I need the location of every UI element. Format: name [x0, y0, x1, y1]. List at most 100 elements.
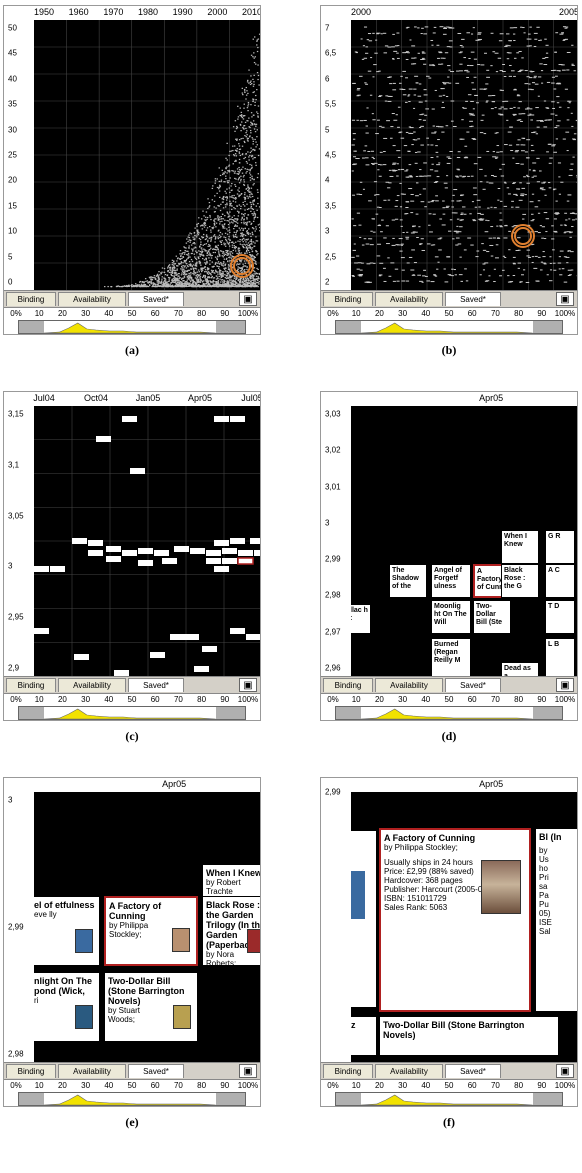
tab-binding[interactable]: Binding — [6, 292, 56, 306]
range-right-handle[interactable] — [532, 321, 562, 333]
window-view-icon[interactable]: ▣ — [556, 1064, 574, 1078]
data-item-block[interactable] — [230, 538, 245, 544]
tab-saved[interactable]: Saved* — [445, 678, 501, 692]
data-item-block[interactable] — [222, 548, 237, 554]
data-item-block[interactable] — [96, 436, 111, 442]
data-item-block[interactable] — [106, 556, 121, 562]
data-item-block[interactable] — [106, 546, 121, 552]
tab-availability[interactable]: Availability — [375, 292, 443, 306]
range-right-handle[interactable] — [215, 1093, 245, 1105]
data-item-block[interactable] — [250, 538, 260, 544]
card-left-partial[interactable] — [351, 830, 377, 1008]
data-item-block[interactable] — [202, 646, 217, 652]
tab-availability[interactable]: Availability — [58, 292, 126, 306]
data-item-block[interactable] — [246, 634, 260, 640]
tab-saved[interactable]: Saved* — [128, 1064, 184, 1078]
data-item-block[interactable] — [88, 550, 103, 556]
tab-saved[interactable]: Saved* — [128, 292, 184, 306]
data-item-block[interactable] — [222, 558, 237, 564]
book-card[interactable]: llac h : — [351, 604, 371, 634]
window-view-icon[interactable]: ▣ — [239, 1064, 257, 1078]
data-item-block[interactable] — [122, 550, 137, 556]
book-card[interactable]: Moonlig ht On The Will — [431, 600, 471, 634]
book-card[interactable]: Burned (Regan Reilly M — [431, 638, 471, 676]
data-item-block[interactable] — [230, 416, 245, 422]
data-item-block[interactable] — [254, 550, 260, 556]
window-view-icon[interactable]: ▣ — [239, 678, 257, 692]
book-detail-card[interactable]: A Factory of Cunning by Philippa Stockle… — [379, 828, 531, 1012]
data-item-block[interactable] — [214, 416, 229, 422]
tab-availability[interactable]: Availability — [375, 1064, 443, 1078]
data-item-block[interactable] — [74, 654, 89, 660]
book-card[interactable]: Two-Dollar Bill (Stone Barrington Novels… — [379, 1016, 559, 1056]
data-item-block[interactable] — [72, 538, 87, 544]
tab-availability[interactable]: Availability — [375, 678, 443, 692]
book-card[interactable]: Black Rose : the Garden Trilogy (In th G… — [202, 896, 260, 966]
range-right-handle[interactable] — [532, 707, 562, 719]
tab-saved[interactable]: Saved* — [128, 678, 184, 692]
data-item-block[interactable] — [174, 546, 189, 552]
range-left-handle[interactable] — [19, 707, 44, 719]
range-left-handle[interactable] — [336, 707, 361, 719]
book-card[interactable]: When I Knew — [501, 530, 539, 564]
data-item-block[interactable] — [184, 634, 199, 640]
tab-binding[interactable]: Binding — [6, 1064, 56, 1078]
data-item-block[interactable] — [122, 416, 137, 422]
tab-saved[interactable]: Saved* — [445, 1064, 501, 1078]
scatter-plot-area[interactable] — [34, 406, 260, 676]
data-item-block[interactable] — [214, 566, 229, 572]
book-card-partial[interactable]: z — [351, 1016, 377, 1056]
data-item-block[interactable] — [230, 628, 245, 634]
tab-binding[interactable]: Binding — [323, 1064, 373, 1078]
scatter-plot-area[interactable] — [34, 20, 260, 290]
tab-binding[interactable]: Binding — [323, 678, 373, 692]
book-card[interactable]: Angel of Forgetf ulness — [431, 564, 471, 598]
data-item-block[interactable] — [206, 558, 221, 564]
data-item-block[interactable] — [238, 550, 253, 556]
book-card[interactable]: The Shadow of the — [389, 564, 427, 598]
data-item-block[interactable] — [130, 468, 145, 474]
range-right-handle[interactable] — [532, 1093, 562, 1105]
range-right-handle[interactable] — [215, 707, 245, 719]
book-card[interactable]: nlight On The pond (Wick, ri — [34, 972, 100, 1042]
window-view-icon[interactable]: ▣ — [556, 678, 574, 692]
data-item-block[interactable] — [214, 540, 229, 546]
book-card[interactable]: Two-Dollar Bill (Ste — [473, 600, 511, 634]
data-item-block[interactable] — [34, 628, 49, 634]
data-item-block[interactable] — [114, 670, 129, 676]
window-view-icon[interactable]: ▣ — [556, 292, 574, 306]
card-plot-area[interactable]: A Factory of Cunning by Philippa Stockle… — [351, 792, 577, 1062]
book-card[interactable]: Dead as a — [501, 662, 539, 676]
data-item-block[interactable] — [150, 652, 165, 658]
range-slider-histogram[interactable] — [18, 320, 246, 334]
tab-binding[interactable]: Binding — [323, 292, 373, 306]
book-card[interactable]: Two-Dollar Bill (Stone Barrington Novels… — [104, 972, 198, 1042]
tab-availability[interactable]: Availability — [58, 1064, 126, 1078]
data-item-block[interactable] — [237, 557, 254, 565]
book-card[interactable]: T D — [545, 600, 575, 634]
range-left-handle[interactable] — [336, 1093, 361, 1105]
range-slider-histogram[interactable] — [335, 706, 563, 720]
data-item-block[interactable] — [50, 566, 65, 572]
tab-saved[interactable]: Saved* — [445, 292, 501, 306]
range-slider-histogram[interactable] — [335, 1092, 563, 1106]
range-left-handle[interactable] — [19, 321, 44, 333]
data-item-block[interactable] — [206, 550, 221, 556]
data-item-block[interactable] — [34, 566, 49, 572]
window-view-icon[interactable]: ▣ — [239, 292, 257, 306]
data-item-block[interactable] — [138, 560, 153, 566]
range-left-handle[interactable] — [19, 1093, 44, 1105]
data-item-block[interactable] — [162, 558, 177, 564]
card-plot-area[interactable]: When I Knew G R The Shadow of the Angel of … — [351, 406, 577, 676]
book-card[interactable]: el of etfulness eve lly — [34, 896, 100, 966]
book-card[interactable]: Black Rose : the G — [501, 564, 539, 598]
range-slider-histogram[interactable] — [18, 1092, 246, 1106]
book-card[interactable]: G R — [545, 530, 575, 564]
book-card[interactable]: A Factory of Cunning by Philippa Stockley… — [104, 896, 198, 966]
range-left-handle[interactable] — [336, 321, 361, 333]
book-card-partial[interactable]: Bl (In by Us ho Pri sa Pa Pu 05) ISE Sal — [535, 828, 577, 1012]
data-item-block[interactable] — [154, 550, 169, 556]
data-item-block[interactable] — [170, 634, 185, 640]
range-slider-histogram[interactable] — [18, 706, 246, 720]
